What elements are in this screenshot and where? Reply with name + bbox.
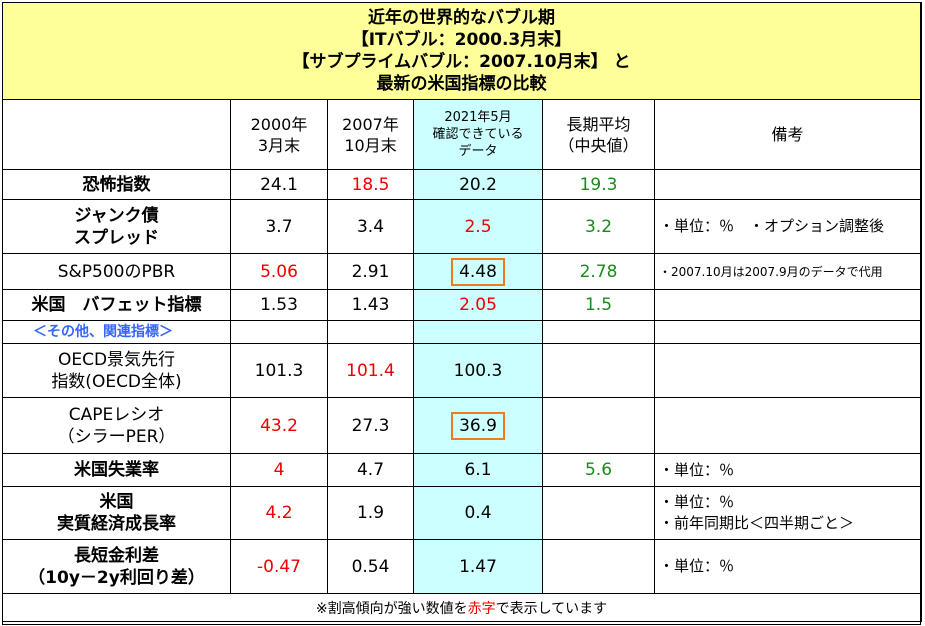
header-2000: 2000年 3月末	[230, 99, 328, 170]
row-label: 米国 実質経済成長率	[2, 486, 231, 540]
highlight-box: 36.9	[451, 411, 505, 440]
value-average: 19.3	[542, 169, 655, 200]
value-2021: 36.9	[413, 397, 543, 454]
table-row: 米国 実質経済成長率 4.2 1.9 0.4 ・単位：％ ・前年同期比＜四半期ご…	[2, 486, 922, 540]
row-note	[653, 169, 922, 200]
row-label: 長短金利差 （10y－2y利回り差）	[2, 539, 231, 594]
value-average: 2.78	[542, 253, 655, 290]
title-line-3: 【サブプライムバブル：2007.10月末】 と	[292, 52, 631, 72]
value-2021: 100.3	[413, 343, 543, 398]
row-label: OECD景気先行 指数(OECD全体)	[2, 343, 231, 398]
row-label: CAPEレシオ （シラーPER）	[2, 397, 231, 454]
header-empty	[2, 99, 231, 170]
header-2007: 2007年 10月末	[327, 99, 414, 170]
value-2007: 4.7	[327, 453, 414, 487]
row-label: S&P500のPBR	[2, 253, 231, 290]
value-2021: 4.48	[413, 253, 543, 290]
header-row: 2000年 3月末 2007年 10月末 2021年5月 確認できている データ…	[2, 99, 922, 170]
value-2021: 6.1	[413, 453, 543, 487]
value-2007: 1.9	[327, 486, 414, 540]
value-2007: 1.43	[327, 289, 414, 321]
table-row: S&P500のPBR 5.06 2.91 4.48 2.78 ・2007.10月…	[2, 253, 922, 290]
value-2000: 3.7	[230, 199, 328, 254]
value-2000: 5.06	[230, 253, 328, 290]
value-2000: 24.1	[230, 169, 328, 200]
footer-highlight: 赤字	[467, 601, 496, 617]
row-label: 恐怖指数	[2, 169, 231, 200]
row-note	[653, 289, 922, 321]
value-2007: 3.4	[327, 199, 414, 254]
value-2007: 0.54	[327, 539, 414, 594]
value-average	[542, 486, 655, 540]
value-average: 1.5	[542, 289, 655, 321]
row-label: 米国失業率	[2, 453, 231, 487]
value-2000: 4.2	[230, 486, 328, 540]
table-title: 近年の世界的なバブル期 【ITバブル：2000.3月末】 【サブプライムバブル：…	[1, 2, 922, 100]
row-note: ・単位：％	[653, 539, 922, 594]
title-line-4: 最新の米国指標の比較	[376, 74, 547, 94]
value-2021: 1.47	[413, 539, 543, 594]
subheader-label: ＜その他、関連指標＞	[2, 320, 231, 344]
value-average	[542, 539, 655, 594]
table-row: CAPEレシオ （シラーPER） 43.2 27.3 36.9	[2, 397, 922, 454]
row-label: ジャンク債 スプレッド	[2, 199, 231, 254]
subheader-row: ＜その他、関連指標＞	[2, 320, 922, 344]
value-2007: 2.91	[327, 253, 414, 290]
value-average	[542, 343, 655, 398]
value-2000: 1.53	[230, 289, 328, 321]
table-row: 長短金利差 （10y－2y利回り差） -0.47 0.54 1.47 ・単位：％	[2, 539, 922, 594]
title-row: 近年の世界的なバブル期 【ITバブル：2000.3月末】 【サブプライムバブル：…	[1, 2, 922, 100]
footer-note: ※割高傾向が強い数値を赤字で表示しています	[1, 593, 922, 625]
row-note: ・単位：％ ・前年同期比＜四半期ごと＞	[653, 486, 922, 540]
table-row: 恐怖指数 24.1 18.5 20.2 19.3	[2, 169, 922, 200]
value-average: 5.6	[542, 453, 655, 487]
value-2021: 2.05	[413, 289, 543, 321]
row-note: ・単位：％ ・オプション調整後	[653, 199, 922, 254]
value-2000: 4	[230, 453, 328, 487]
header-2021: 2021年5月 確認できている データ	[413, 99, 543, 170]
row-note	[653, 343, 922, 398]
table-row: 米国 バフェット指標 1.53 1.43 2.05 1.5	[2, 289, 922, 321]
value-average: 3.2	[542, 199, 655, 254]
table-row: OECD景気先行 指数(OECD全体) 101.3 101.4 100.3	[2, 343, 922, 398]
value-2007: 101.4	[327, 343, 414, 398]
table-row: 米国失業率 4 4.7 6.1 5.6 ・単位：％	[2, 453, 922, 487]
value-2000: -0.47	[230, 539, 328, 594]
title-line-1: 近年の世界的なバブル期	[368, 8, 555, 28]
value-2021: 0.4	[413, 486, 543, 540]
row-note: ・2007.10月は2007.9月のデータで代用	[653, 253, 922, 290]
header-notes: 備考	[653, 99, 922, 170]
value-2000: 101.3	[230, 343, 328, 398]
value-2007: 18.5	[327, 169, 414, 200]
value-2007: 27.3	[327, 397, 414, 454]
row-label: 米国 バフェット指標	[2, 289, 231, 321]
header-average: 長期平均 （中央値）	[542, 99, 655, 170]
title-line-2: 【ITバブル：2000.3月末】	[351, 30, 572, 50]
table-row: ジャンク債 スプレッド 3.7 3.4 2.5 3.2 ・単位：％ ・オプション…	[2, 199, 922, 254]
value-2021: 20.2	[413, 169, 543, 200]
value-average	[542, 397, 655, 454]
footer-row: ※割高傾向が強い数値を赤字で表示しています	[1, 593, 922, 625]
value-2000: 43.2	[230, 397, 328, 454]
highlight-box: 4.48	[451, 257, 505, 286]
value-2021: 2.5	[413, 199, 543, 254]
row-note: ・単位：％	[653, 453, 922, 487]
row-note	[653, 397, 922, 454]
